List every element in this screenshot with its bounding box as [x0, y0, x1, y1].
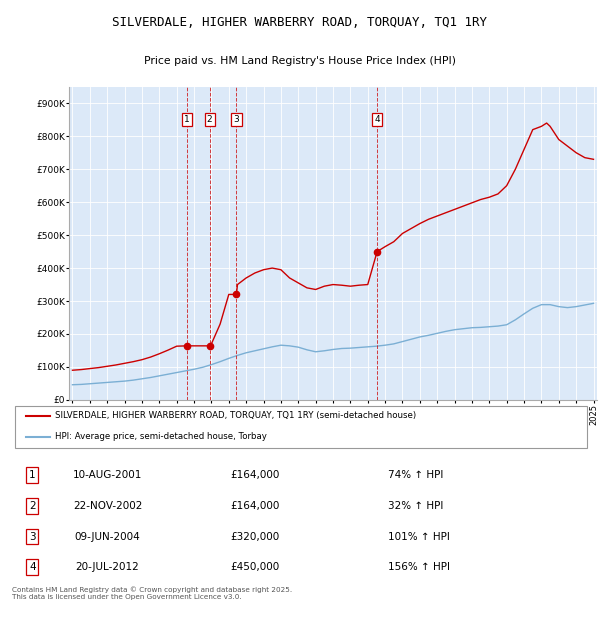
Text: 10-AUG-2001: 10-AUG-2001 [73, 470, 142, 480]
Text: 22-NOV-2002: 22-NOV-2002 [73, 501, 142, 511]
Text: 20-JUL-2012: 20-JUL-2012 [76, 562, 139, 572]
Text: 32% ↑ HPI: 32% ↑ HPI [388, 501, 444, 511]
Text: 1: 1 [29, 470, 35, 480]
Text: 4: 4 [29, 562, 35, 572]
Text: 4: 4 [374, 115, 380, 124]
FancyBboxPatch shape [15, 405, 587, 448]
Text: 09-JUN-2004: 09-JUN-2004 [74, 531, 140, 542]
Text: £164,000: £164,000 [230, 501, 280, 511]
Text: 3: 3 [233, 115, 239, 124]
Text: 74% ↑ HPI: 74% ↑ HPI [388, 470, 444, 480]
Text: SILVERDALE, HIGHER WARBERRY ROAD, TORQUAY, TQ1 1RY (semi-detached house): SILVERDALE, HIGHER WARBERRY ROAD, TORQUA… [55, 411, 416, 420]
Text: 2: 2 [29, 501, 35, 511]
Text: 3: 3 [29, 531, 35, 542]
Text: 1: 1 [184, 115, 190, 124]
Text: Contains HM Land Registry data © Crown copyright and database right 2025.
This d: Contains HM Land Registry data © Crown c… [12, 587, 292, 600]
Text: £320,000: £320,000 [230, 531, 280, 542]
Text: Price paid vs. HM Land Registry's House Price Index (HPI): Price paid vs. HM Land Registry's House … [144, 56, 456, 66]
Text: 2: 2 [207, 115, 212, 124]
Text: HPI: Average price, semi-detached house, Torbay: HPI: Average price, semi-detached house,… [55, 432, 268, 441]
Text: £164,000: £164,000 [230, 470, 280, 480]
Text: SILVERDALE, HIGHER WARBERRY ROAD, TORQUAY, TQ1 1RY: SILVERDALE, HIGHER WARBERRY ROAD, TORQUA… [113, 16, 487, 29]
Text: £450,000: £450,000 [230, 562, 280, 572]
Text: 156% ↑ HPI: 156% ↑ HPI [388, 562, 451, 572]
Text: 101% ↑ HPI: 101% ↑ HPI [388, 531, 450, 542]
